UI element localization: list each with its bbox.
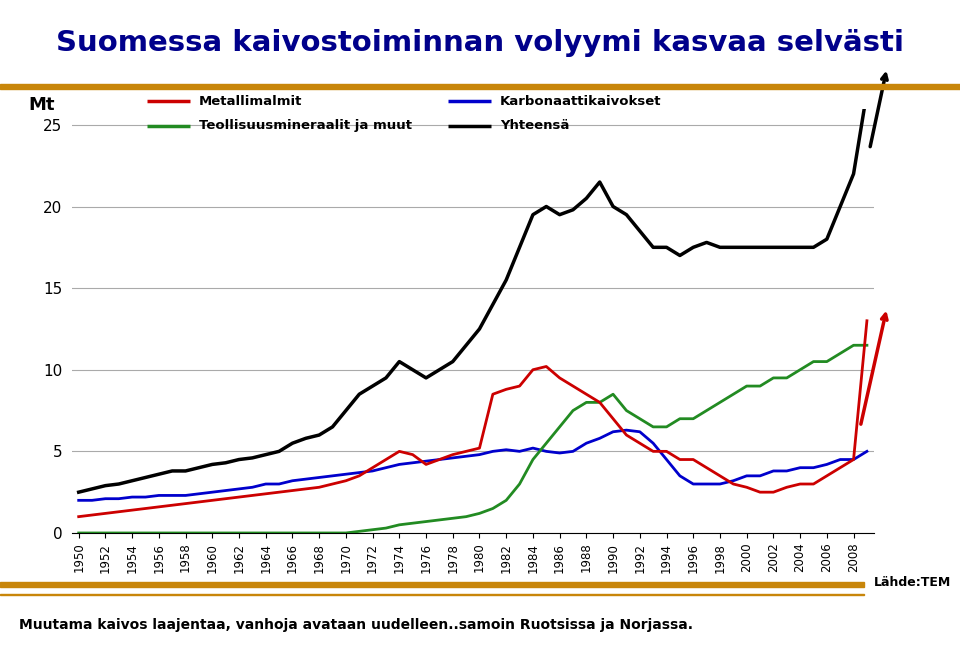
Text: Muutama kaivos laajentaa, vanhoja avataan uudelleen..samoin Ruotsissa ja Norjass: Muutama kaivos laajentaa, vanhoja avataa… — [19, 618, 693, 632]
Text: Karbonaattikaivokset: Karbonaattikaivokset — [500, 95, 661, 108]
Text: Teollisuusmineraalit ja muut: Teollisuusmineraalit ja muut — [199, 120, 412, 132]
Text: Mt: Mt — [28, 96, 55, 114]
Text: Suomessa kaivostoiminnan volyymi kasvaa selvästi: Suomessa kaivostoiminnan volyymi kasvaa … — [56, 29, 904, 57]
Text: Metallimalmit: Metallimalmit — [199, 95, 302, 108]
Text: Yhteensä: Yhteensä — [500, 120, 569, 132]
Text: Lähde:TEM: Lähde:TEM — [874, 576, 950, 589]
